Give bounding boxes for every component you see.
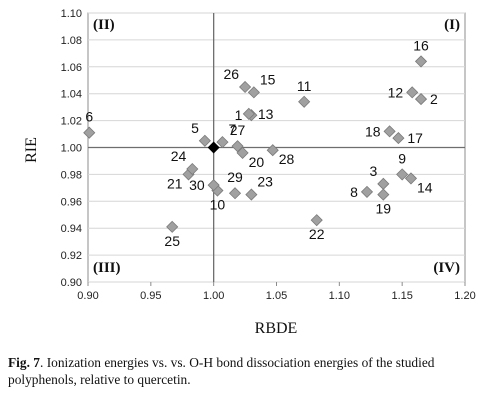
data-point-label: 8 bbox=[350, 184, 358, 200]
data-point-label: 30 bbox=[189, 177, 205, 193]
data-point-marker bbox=[392, 132, 405, 145]
reference-point-marker bbox=[207, 141, 220, 154]
y-tick-label: 1.08 bbox=[61, 35, 82, 47]
figure-label: Fig. 7 bbox=[8, 355, 40, 370]
data-point-marker bbox=[166, 220, 179, 233]
x-tick-label: 1.15 bbox=[391, 290, 412, 302]
data-point-label: 29 bbox=[227, 169, 243, 185]
data-point-label: 15 bbox=[260, 71, 276, 87]
data-point-label: 26 bbox=[224, 66, 240, 82]
data-point-marker bbox=[186, 162, 199, 176]
data-point-label: 13 bbox=[258, 106, 274, 122]
data-point-marker bbox=[245, 188, 258, 201]
data-point-label: 11 bbox=[297, 78, 312, 94]
data-point-label: 28 bbox=[279, 151, 295, 167]
data-point-label: 16 bbox=[413, 37, 429, 53]
data-point-marker bbox=[266, 144, 279, 157]
y-axis: 0.90 0.92 0.94 0.96 0.98 1.00 1.02 1.04 1.06 1.08… bbox=[61, 8, 82, 289]
data-point-label: 2 bbox=[430, 91, 438, 107]
y-tick-label: 1.04 bbox=[61, 89, 82, 101]
data-point-marker bbox=[310, 214, 323, 227]
x-tick-label: 0.95 bbox=[140, 290, 161, 302]
data-point-label: 27 bbox=[230, 122, 246, 138]
data-point-label: 22 bbox=[309, 226, 325, 242]
quadrant-label: (I) bbox=[444, 17, 460, 33]
y-tick-label: 0.92 bbox=[61, 250, 82, 262]
data-point-label: 1 bbox=[235, 107, 243, 123]
data-point-label: 7 bbox=[228, 121, 236, 137]
y-tick-label: 0.98 bbox=[61, 169, 82, 181]
y-tick-label: 1.00 bbox=[61, 143, 82, 155]
x-axis: 0.90 0.95 1.00 1.05 1.10 1.15 1.20 bbox=[77, 282, 476, 302]
y-tick-label: 1.10 bbox=[61, 8, 82, 20]
quadrant-label: (II) bbox=[93, 17, 115, 33]
data-point-marker bbox=[360, 185, 374, 198]
data-point-marker bbox=[396, 168, 409, 181]
data-point-marker bbox=[414, 93, 428, 106]
x-tick-label: 1.05 bbox=[266, 290, 287, 302]
quadrant-label: (IV) bbox=[433, 260, 460, 276]
y-tick-label: 1.02 bbox=[61, 116, 82, 128]
y-tick-label: 0.96 bbox=[61, 196, 82, 208]
data-point-label: 20 bbox=[249, 154, 265, 170]
data-point-label: 19 bbox=[376, 201, 392, 217]
data-point-marker bbox=[383, 125, 396, 138]
data-point-marker bbox=[406, 86, 419, 99]
scatter-chart: 0.90 0.95 1.00 1.05 1.10 1.15 1.20 0.900.920.9… bbox=[23, 8, 476, 337]
data-point-label: 24 bbox=[171, 148, 187, 164]
data-point-label: 9 bbox=[398, 150, 406, 166]
data-point-marker bbox=[83, 126, 96, 139]
data-point-marker bbox=[236, 146, 249, 159]
x-tick-label: 1.20 bbox=[454, 290, 475, 302]
x-tick-label: 0.90 bbox=[77, 290, 98, 302]
x-axis-title: RBDE bbox=[255, 320, 298, 337]
data-point-marker bbox=[242, 107, 255, 120]
x-tick-label: 1.00 bbox=[203, 290, 224, 302]
data-point-label: 14 bbox=[417, 179, 433, 195]
data-point-label: 25 bbox=[164, 233, 180, 249]
data-point-label: 12 bbox=[388, 84, 404, 100]
data-point-label: 18 bbox=[365, 123, 381, 139]
data-point-label: 6 bbox=[85, 109, 93, 125]
data-point-label: 10 bbox=[210, 197, 226, 213]
data-point-marker bbox=[404, 172, 418, 185]
data-point-marker bbox=[239, 80, 252, 94]
figure-caption: Fig. 7. Ionization energies vs. vs. O-H … bbox=[8, 354, 490, 388]
data-point-marker bbox=[216, 136, 229, 149]
data-point-marker bbox=[231, 140, 244, 153]
figure-caption-text: . Ionization energies vs. vs. O-H bond d… bbox=[8, 355, 435, 387]
data-point-label: 23 bbox=[257, 174, 273, 190]
data-point-label: 5 bbox=[191, 120, 199, 136]
data-point-label: 21 bbox=[167, 175, 183, 191]
data-point-label: 3 bbox=[370, 163, 378, 179]
data-point-marker bbox=[377, 188, 390, 201]
quadrant-label: (III) bbox=[93, 260, 121, 276]
y-tick-label: 1.06 bbox=[61, 62, 82, 74]
data-point-marker bbox=[198, 134, 211, 147]
data-point-marker bbox=[228, 187, 242, 200]
data-point-marker bbox=[414, 55, 428, 68]
x-tick-label: 1.10 bbox=[329, 290, 350, 302]
data-point-marker bbox=[207, 179, 220, 192]
y-axis-title: RIE bbox=[23, 137, 40, 163]
quadrant-labels: (I) (II) (III) (IV) bbox=[93, 17, 460, 276]
data-point-label: 17 bbox=[407, 130, 423, 146]
y-tick-label: 0.94 bbox=[61, 223, 82, 235]
data-point-marker bbox=[247, 86, 260, 99]
data-point-marker bbox=[298, 95, 311, 108]
y-tick-label: 0.90 bbox=[61, 277, 82, 289]
